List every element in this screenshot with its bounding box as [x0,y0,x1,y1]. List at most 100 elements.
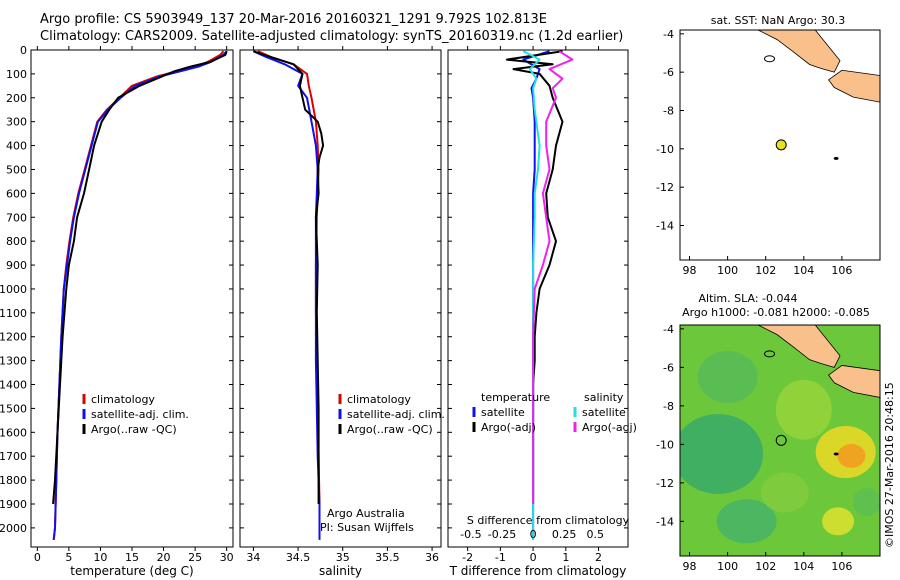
y-tick-label: -10 [656,438,674,451]
x-tick-label: -1 [495,551,506,564]
x-tick-label: 106 [831,560,852,573]
legend-label: climatology [91,393,155,406]
x-tick-label: 100 [717,264,738,277]
map-title-sla-2: Argo h1000: -0.081 h2000: -0.085 [682,306,870,319]
y-tick-label: -14 [656,515,674,528]
series-line-salinity-argo-adj- [532,50,574,504]
annotation-line-2: PI: Susan Wijffels [320,521,414,534]
y-tick-label: 100 [6,68,27,81]
x-tick-label: 25 [188,551,202,564]
legend-label: Argo(-adj) [582,421,637,434]
x-axis-label: T difference from climatology [449,564,627,578]
x-tick-label: 100 [717,560,738,573]
sla-anomaly-blob [822,507,855,536]
y-tick-label: 0 [20,44,27,57]
series-line-salinity-satellite [522,50,541,540]
float-position-marker [775,139,787,151]
x-tick-label: 104 [793,264,814,277]
x-tick-label: 15 [125,551,139,564]
x-tick-label: 98 [683,264,697,277]
map-area-map_sla [680,325,880,556]
legend-label: Argo(..raw -QC) [91,423,177,436]
y-tick-label: -14 [656,220,674,233]
sla-anomaly-blob [697,350,758,403]
y-tick-label: 2000 [0,522,27,535]
map-title-sst: sat. SST: NaN Argo: 30.3 [711,14,845,27]
salinity-tick-label: 0.5 [587,528,605,541]
land-java [828,69,880,103]
sla-anomaly-blob [716,499,777,544]
island-enggano [764,55,776,63]
y-tick-label: -10 [656,143,674,156]
y-tick-label: -4 [663,28,674,41]
y-tick-label: 1100 [0,307,27,320]
map-frame-map_sst [679,29,881,261]
land-java [828,365,880,398]
x-tick-label: 106 [831,264,852,277]
y-tick-label: 600 [6,187,27,200]
salinity-tick-label: 0 [530,528,537,541]
land-sumatra [746,325,841,368]
y-tick-label: -6 [663,361,674,374]
salinity-tick-label: 0.25 [552,528,577,541]
x-tick-label: 0 [530,551,537,564]
y-tick-label: 800 [6,235,27,248]
sla-anomaly-blob [680,413,764,494]
y-tick-label: 200 [6,92,27,105]
x-tick-label: 102 [755,264,776,277]
legend-title-salinity: salinity [584,391,624,404]
panel-frame-salinity [239,49,442,548]
panel-frame-differences [447,49,629,548]
x-tick-label: 102 [755,560,776,573]
y-tick-label: -8 [663,400,674,413]
sla-anomaly-blob [760,472,809,513]
legend-label: satellite [481,406,525,419]
panel-salinity: 34 34.5 35 35.5 36 salinity climatology satelli… [239,46,445,578]
y-tick-label: 1600 [0,426,27,439]
x-tick-label: 34 [246,551,260,564]
legend-label: climatology [347,393,411,406]
x-tick-label: 30 [220,551,234,564]
x-tick-label: 1 [562,551,569,564]
sla-anomaly-blob [775,379,832,440]
island-christmas [833,156,839,160]
x-axis-label: salinity [319,564,362,578]
island-christmas [833,452,839,456]
y-tick-label: -6 [663,66,674,79]
panel-map_sst: 98 100 102 104 106 -4 -6 -8 -10 -12 -14 sat. SST: N… [656,14,881,277]
y-tick-label: -12 [656,477,674,490]
y-tick-label: 1300 [0,355,27,368]
map-frame-map_sla [679,324,881,557]
title-line-2: Climatology: CARS2009. Satellite-adjuste… [40,29,624,44]
top-axis-label: S difference from climatology [467,514,630,527]
x-tick-label: -2 [462,551,473,564]
y-tick-label: 300 [6,116,27,129]
series-line-climatology [52,50,225,540]
map-title-sla-1: Altim. SLA: -0.044 [698,292,797,305]
x-tick-label: 5 [65,551,72,564]
legend-title-temperature: temperature [481,391,550,404]
y-tick-label: 1500 [0,402,27,415]
series-line-argo-raw-qc- [52,50,228,505]
sla-anomaly-blob [837,443,866,468]
y-tick-label: 500 [6,163,27,176]
x-tick-label: 10 [93,551,107,564]
x-tick-label: 35 [336,551,350,564]
salinity-tick-label: -0.25 [488,528,516,541]
y-tick-label: 1200 [0,331,27,344]
x-tick-label: 35.5 [375,551,400,564]
legend-label: satellite-adj. clim. [347,408,445,421]
x-tick-label: 0 [34,551,41,564]
y-tick-label: 400 [6,140,27,153]
legend-label: satellite [582,406,626,419]
salinity-tick-label: -0.5 [460,528,481,541]
imos-credit: ©IMOS 27-Mar-2016 20:48:15 [883,382,896,548]
island-enggano [764,350,776,358]
x-tick-label: 36 [425,551,439,564]
panel-differences: -2 -1 0 1 2T difference from climatology S di… [447,46,637,578]
map-area-map_sst [746,30,880,160]
y-tick-label: -12 [656,181,674,194]
y-tick-label: 1000 [0,283,27,296]
title-line-1: Argo profile: CS 5903949_137 20-Mar-2016… [40,12,548,27]
